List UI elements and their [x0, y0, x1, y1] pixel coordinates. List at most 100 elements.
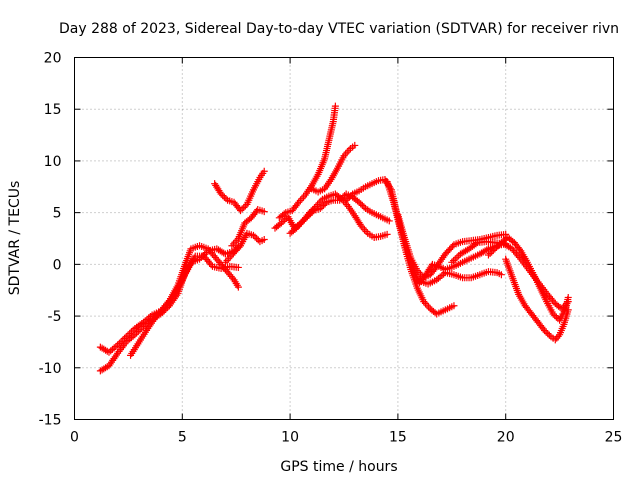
data-point	[154, 310, 162, 318]
data-point	[342, 196, 350, 204]
x-tick-label: 15	[389, 430, 407, 446]
data-point	[260, 236, 268, 244]
y-tick-label: 20	[44, 51, 62, 67]
data-point	[219, 192, 227, 200]
series-arc-i	[286, 190, 391, 241]
data-point	[541, 327, 549, 335]
data-point	[158, 307, 166, 315]
data-point	[234, 283, 242, 291]
data-point	[309, 206, 317, 214]
data-point	[126, 329, 134, 337]
series-arc-d	[211, 167, 268, 215]
data-point	[355, 198, 363, 206]
data-point	[306, 209, 314, 217]
data-point	[551, 312, 559, 320]
data-point	[554, 332, 562, 340]
data-point	[119, 336, 127, 344]
x-axis-label: GPS time / hours	[280, 459, 397, 475]
series-arc-n	[415, 268, 505, 288]
data-point	[146, 312, 154, 320]
series-arc-h	[275, 102, 339, 222]
data-point	[280, 210, 288, 218]
data-point	[241, 202, 249, 210]
y-tick-labels: -15 -10 -5 0 5 10 15 20	[39, 51, 62, 429]
y-tick-label: -15	[39, 413, 62, 429]
data-point	[277, 219, 285, 227]
data-point	[347, 192, 355, 200]
data-point	[552, 313, 560, 321]
data-point	[497, 271, 505, 279]
y-tick-label: 5	[53, 206, 62, 222]
data-point	[385, 217, 393, 225]
data-point	[448, 258, 456, 266]
data-point	[515, 253, 523, 261]
data-point	[360, 203, 368, 211]
data-point	[122, 333, 130, 341]
data-point	[320, 201, 328, 209]
data-point	[542, 328, 550, 336]
x-tick-label: 20	[497, 430, 515, 446]
data-point	[493, 243, 501, 251]
data-point	[494, 242, 502, 250]
y-tick-label: 15	[44, 102, 62, 118]
data-point	[156, 309, 164, 317]
data-point	[564, 306, 572, 314]
data-point	[564, 293, 572, 301]
data-point	[336, 194, 344, 202]
data-point	[472, 240, 480, 248]
series-arc-f	[221, 229, 268, 266]
data-point	[234, 263, 242, 271]
data-point	[383, 230, 391, 238]
data-point	[488, 248, 496, 256]
data-point	[450, 257, 458, 265]
data-point	[544, 330, 552, 338]
data-point	[159, 305, 167, 313]
y-tick-label: -5	[48, 309, 62, 325]
data-point	[112, 342, 120, 350]
data-point	[115, 339, 123, 347]
data-point	[152, 312, 160, 320]
data-point	[220, 193, 228, 201]
data-point	[484, 251, 492, 259]
data-point	[249, 231, 257, 239]
x-tick-label: 25	[605, 430, 623, 446]
data-point	[331, 102, 339, 110]
data-point	[207, 261, 215, 269]
data-point	[114, 341, 122, 349]
data-point	[545, 331, 553, 339]
y-tick-label: 0	[53, 257, 62, 273]
x-tick-labels: 0 5 10 15 20 25	[70, 430, 622, 446]
chart-title: Day 288 of 2023, Sidereal Day-to-day VTE…	[59, 21, 619, 37]
data-point	[127, 328, 135, 336]
data-point	[316, 205, 324, 213]
data-point	[440, 270, 448, 278]
series-arc-o	[448, 238, 572, 313]
data-point	[345, 193, 353, 201]
x-tick-label: 10	[281, 430, 299, 446]
data-point	[515, 245, 523, 253]
data-point	[449, 242, 457, 250]
data-point	[253, 235, 261, 242]
data-point	[453, 253, 461, 261]
data-point	[291, 225, 299, 233]
x-tick-label: 5	[178, 430, 187, 446]
y-axis-label: SDTVAR / TECUs	[7, 181, 23, 296]
series-arc-m	[394, 211, 510, 282]
data-point	[358, 201, 366, 209]
data-point	[549, 310, 557, 318]
data-point	[251, 233, 259, 241]
data-point	[281, 216, 289, 224]
data-point	[356, 220, 364, 228]
series-arc-e	[228, 206, 268, 250]
data-point	[489, 246, 497, 254]
data-point	[240, 203, 248, 211]
data-points	[96, 102, 572, 375]
x-tick-label: 0	[70, 430, 79, 446]
data-point	[318, 203, 326, 211]
plot-frame	[74, 57, 614, 420]
data-point	[235, 243, 243, 251]
data-point	[450, 302, 458, 310]
data-point	[491, 245, 499, 253]
